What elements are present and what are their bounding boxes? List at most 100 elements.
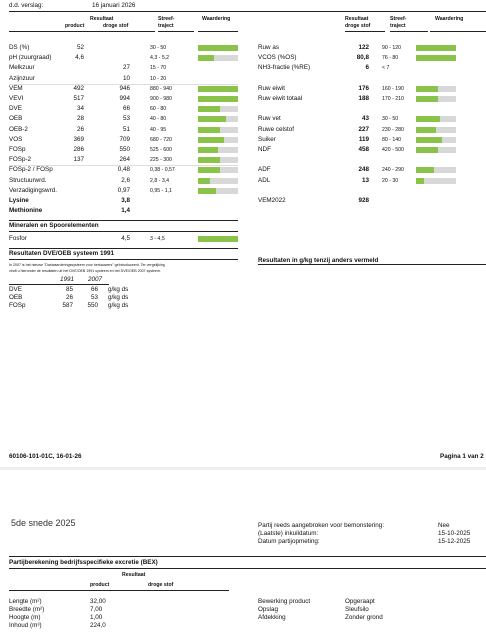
right-row-bar	[416, 96, 456, 102]
page2-title: 5de snede 2025	[11, 518, 76, 528]
right-row-bar	[416, 116, 456, 123]
right-row-label: NDF	[258, 146, 271, 153]
dim-value: 1,00	[90, 614, 103, 621]
right-row-bar-fill	[416, 177, 424, 184]
right-row-range: 30 - 50	[382, 116, 399, 123]
right-note: Resultaten in g/kg tenzij anders vermeld	[258, 257, 379, 264]
header-rule-right-2	[390, 31, 428, 32]
right-row-bar	[416, 177, 456, 184]
row-bar	[198, 116, 238, 123]
row-bar	[198, 187, 238, 194]
row-range: 30 - 50	[150, 45, 167, 51]
row-droge-stof: 27	[122, 64, 130, 72]
dve-table-rule	[9, 284, 109, 285]
header-rule-right-1	[345, 31, 385, 32]
right-row-bar	[416, 45, 456, 51]
right-row-label: VCOS (%OS)	[258, 54, 297, 62]
row-droge-stof: 2,6	[121, 176, 130, 184]
row-bar-fill	[198, 96, 238, 102]
right-row-label: VEM2022	[258, 197, 286, 204]
info-value: 15-12-2025	[438, 538, 471, 545]
row-range: 2,8 - 3,4	[150, 177, 170, 184]
row-bar	[198, 96, 238, 102]
prop-label: Afdekking	[258, 614, 286, 621]
row-bar-fill	[198, 147, 218, 153]
row-bar	[198, 126, 238, 133]
right-row-label: Suiker	[258, 135, 276, 143]
right-row-bar-fill	[416, 85, 438, 92]
row-bar-fill	[198, 177, 210, 184]
page-divider	[0, 467, 486, 470]
right-row-droge-stof: 458	[358, 146, 369, 153]
header-rule	[9, 11, 486, 12]
info-label: (Laatste) inkuildatum:	[258, 530, 319, 537]
dim-value: 7,00	[90, 606, 103, 613]
prop-value: Zonder grond	[345, 614, 383, 621]
header-rule-left-4	[198, 31, 238, 32]
row-bar-fill	[198, 136, 224, 143]
row-range: 225 - 300	[150, 157, 172, 164]
row-range: 900 - 980	[150, 96, 172, 102]
dve-row-1991: 26	[65, 294, 73, 301]
row-bar-fill	[198, 106, 220, 113]
right-header-resultaat: Resultaat	[345, 16, 369, 22]
right-row-bar	[416, 85, 456, 92]
row-label: FOSp	[9, 146, 26, 153]
dim-value: 32,00	[90, 598, 106, 605]
row-droge-stof: 709	[119, 135, 130, 143]
row-range: 15 - 70	[150, 65, 167, 72]
row-range: 40 - 80	[150, 116, 167, 123]
row-label: pH (zuurgraad)	[9, 54, 52, 62]
dve-col-1991: 1991	[60, 276, 75, 283]
row-range: 525 - 600	[150, 147, 172, 153]
row-product: 28	[76, 115, 84, 123]
right-row-range: 230 - 280	[382, 126, 404, 133]
info-value: Nee	[438, 522, 450, 529]
right-row-label: NH3-fractie (%RE)	[258, 64, 311, 72]
right-row-bar-fill	[416, 55, 456, 62]
right-row-bar-fill	[416, 126, 436, 133]
bex-header-rule	[9, 590, 229, 591]
bex-header-product: product	[90, 582, 110, 588]
row-bar-fill	[198, 187, 216, 194]
minerals-rule-bottom	[9, 231, 238, 232]
dve-title: Resultaten DVE/OEB systeem 1991	[9, 250, 114, 257]
row-bar-fill	[198, 85, 238, 92]
mineral-bar	[198, 236, 238, 242]
row-bar-fill	[198, 45, 238, 51]
row-droge-stof: 0,48	[117, 166, 130, 174]
row-product: 34	[76, 105, 84, 113]
row-separator	[9, 83, 238, 85]
right-row-bar-fill	[416, 136, 442, 143]
footer-page: Pagina 1 van 2	[440, 453, 484, 460]
prop-value: Sleufsilo	[345, 606, 369, 613]
right-row-range: 90 - 120	[382, 45, 402, 51]
row-label: FOSp-2 / FOSp	[9, 166, 53, 174]
row-label: Methionine	[9, 207, 43, 215]
info-label: Datum partijopmeting:	[258, 538, 320, 545]
right-row-label: Ruw as	[258, 44, 279, 51]
row-droge-stof: 10	[122, 74, 130, 82]
right-row-droge-stof: 43	[361, 115, 369, 123]
bex-rule-top	[9, 556, 486, 557]
minerals-rule-top	[9, 220, 238, 221]
row-bar	[198, 85, 238, 92]
dve-row-label: OEB	[9, 294, 23, 301]
row-bar	[198, 55, 238, 62]
header-rule-right-3	[430, 31, 486, 32]
row-bar-fill	[198, 116, 226, 123]
dim-label: Lengte (m²)	[9, 598, 42, 605]
dve-rule-bottom	[9, 259, 238, 260]
left-header-waardering: Waardering	[202, 16, 231, 22]
right-row-droge-stof: 13	[361, 176, 369, 184]
mineral-range: 3 - 4,5	[150, 236, 165, 242]
right-header-waardering: Waardering	[435, 16, 464, 22]
dve-col-2007: 2007	[88, 276, 103, 283]
right-row-bar	[416, 167, 456, 174]
right-row-label: Ruw eiwit	[258, 84, 285, 92]
row-range: 40 - 95	[150, 126, 167, 133]
right-row-droge-stof: 122	[358, 44, 369, 51]
page-2: 5de snede 2025 Partij reeds aangebroken …	[0, 470, 486, 640]
row-bar	[198, 177, 238, 184]
row-droge-stof: 53	[122, 115, 130, 123]
